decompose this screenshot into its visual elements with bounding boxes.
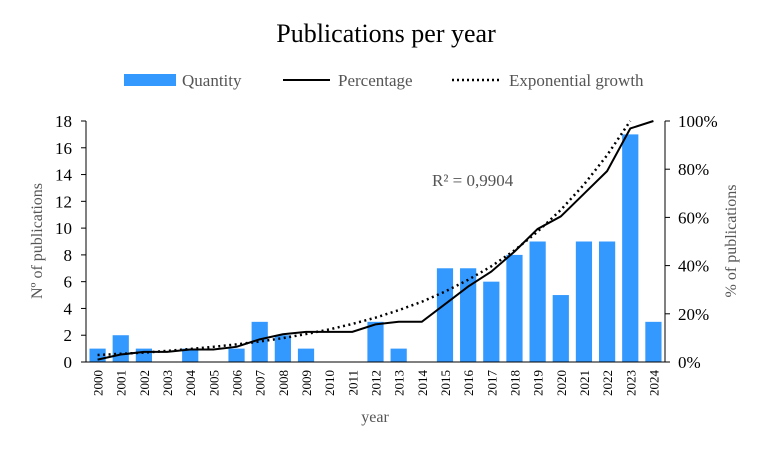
bar-2004 bbox=[182, 348, 199, 362]
bar-2023 bbox=[622, 134, 639, 362]
bar-2007 bbox=[251, 321, 268, 362]
y-tick-label: 0 bbox=[64, 353, 73, 372]
bar-2013 bbox=[390, 348, 407, 362]
y-tick-label: 6 bbox=[64, 273, 73, 292]
x-tick-label: 2003 bbox=[160, 370, 175, 396]
y2-tick-label: 80% bbox=[678, 160, 709, 179]
y2-tick-label: 0% bbox=[678, 353, 701, 372]
x-tick-label: 2000 bbox=[91, 370, 106, 396]
bar-2015 bbox=[436, 268, 454, 362]
y-tick-label: 2 bbox=[64, 326, 73, 345]
x-tick-label: 2024 bbox=[646, 370, 661, 397]
bar-2020 bbox=[552, 295, 569, 362]
x-tick-label: 2012 bbox=[369, 370, 384, 396]
x-tick-label: 2013 bbox=[392, 370, 407, 396]
bar-2022 bbox=[598, 241, 616, 362]
y2-tick-label: 40% bbox=[678, 257, 709, 276]
y-tick-label: 8 bbox=[64, 246, 73, 265]
x-tick-label: 2006 bbox=[230, 370, 245, 397]
bar-2006 bbox=[228, 348, 245, 362]
x-axis-label: year bbox=[361, 409, 389, 426]
bar-2009 bbox=[297, 348, 315, 362]
y-axis-label: Nº of publications bbox=[29, 183, 46, 299]
x-tick-label: 2020 bbox=[554, 370, 569, 396]
x-tick-label: 2022 bbox=[600, 370, 615, 396]
x-tick-label: 2017 bbox=[484, 370, 499, 397]
y2-tick-label: 60% bbox=[678, 208, 709, 227]
x-tick-label: 2005 bbox=[206, 370, 221, 396]
legend-label-quantity: Quantity bbox=[182, 71, 242, 90]
y-tick-label: 4 bbox=[64, 299, 73, 318]
x-tick-label: 2014 bbox=[415, 370, 430, 397]
y-tick-label: 12 bbox=[55, 192, 72, 211]
x-tick-label: 2010 bbox=[322, 370, 337, 396]
y2-tick-label: 100% bbox=[678, 112, 718, 131]
x-tick-label: 2002 bbox=[137, 370, 152, 396]
x-tick-label: 2016 bbox=[461, 370, 476, 397]
x-tick-label: 2008 bbox=[276, 370, 291, 396]
bar-2001 bbox=[112, 335, 129, 362]
y-tick-label: 16 bbox=[55, 139, 72, 158]
line-percentage bbox=[97, 120, 654, 361]
x-tick-label: 2019 bbox=[531, 370, 546, 396]
legend-swatch-quantity bbox=[124, 74, 176, 86]
bar-2012 bbox=[367, 321, 384, 362]
bar-2002 bbox=[135, 348, 153, 362]
bar-2021 bbox=[575, 241, 593, 362]
bar-2008 bbox=[274, 335, 291, 362]
y2-tick-label: 20% bbox=[678, 305, 709, 324]
x-tick-label: 2011 bbox=[345, 370, 360, 396]
chart-title: Publications per year bbox=[276, 19, 496, 48]
bar-2016 bbox=[460, 268, 477, 362]
bar-2024 bbox=[645, 321, 662, 362]
x-tick-label: 2004 bbox=[183, 370, 198, 397]
legend-label-percentage: Percentage bbox=[338, 71, 413, 90]
legend: Quantity Percentage Exponential growth bbox=[124, 71, 644, 90]
y2-axis-label: % of publications bbox=[723, 185, 740, 298]
x-tick-label: 2009 bbox=[299, 370, 314, 396]
bar-2018 bbox=[506, 254, 523, 362]
x-tick-label: 2018 bbox=[507, 370, 522, 396]
bar-2017 bbox=[483, 281, 500, 362]
x-tick-label: 2023 bbox=[623, 370, 638, 396]
line-exponential-growth bbox=[97, 120, 632, 357]
bar-2019 bbox=[529, 241, 546, 362]
x-tick-label: 2021 bbox=[577, 370, 592, 396]
legend-label-exponential: Exponential growth bbox=[509, 71, 644, 90]
y-tick-label: 14 bbox=[55, 166, 73, 185]
y-tick-label: 10 bbox=[55, 219, 72, 238]
x-tick-label: 2015 bbox=[438, 370, 453, 396]
r-squared-annotation: R² = 0,9904 bbox=[432, 171, 514, 190]
y-tick-label: 18 bbox=[55, 112, 72, 131]
x-tick-label: 2001 bbox=[114, 370, 129, 396]
x-tick-label: 2007 bbox=[253, 370, 268, 397]
